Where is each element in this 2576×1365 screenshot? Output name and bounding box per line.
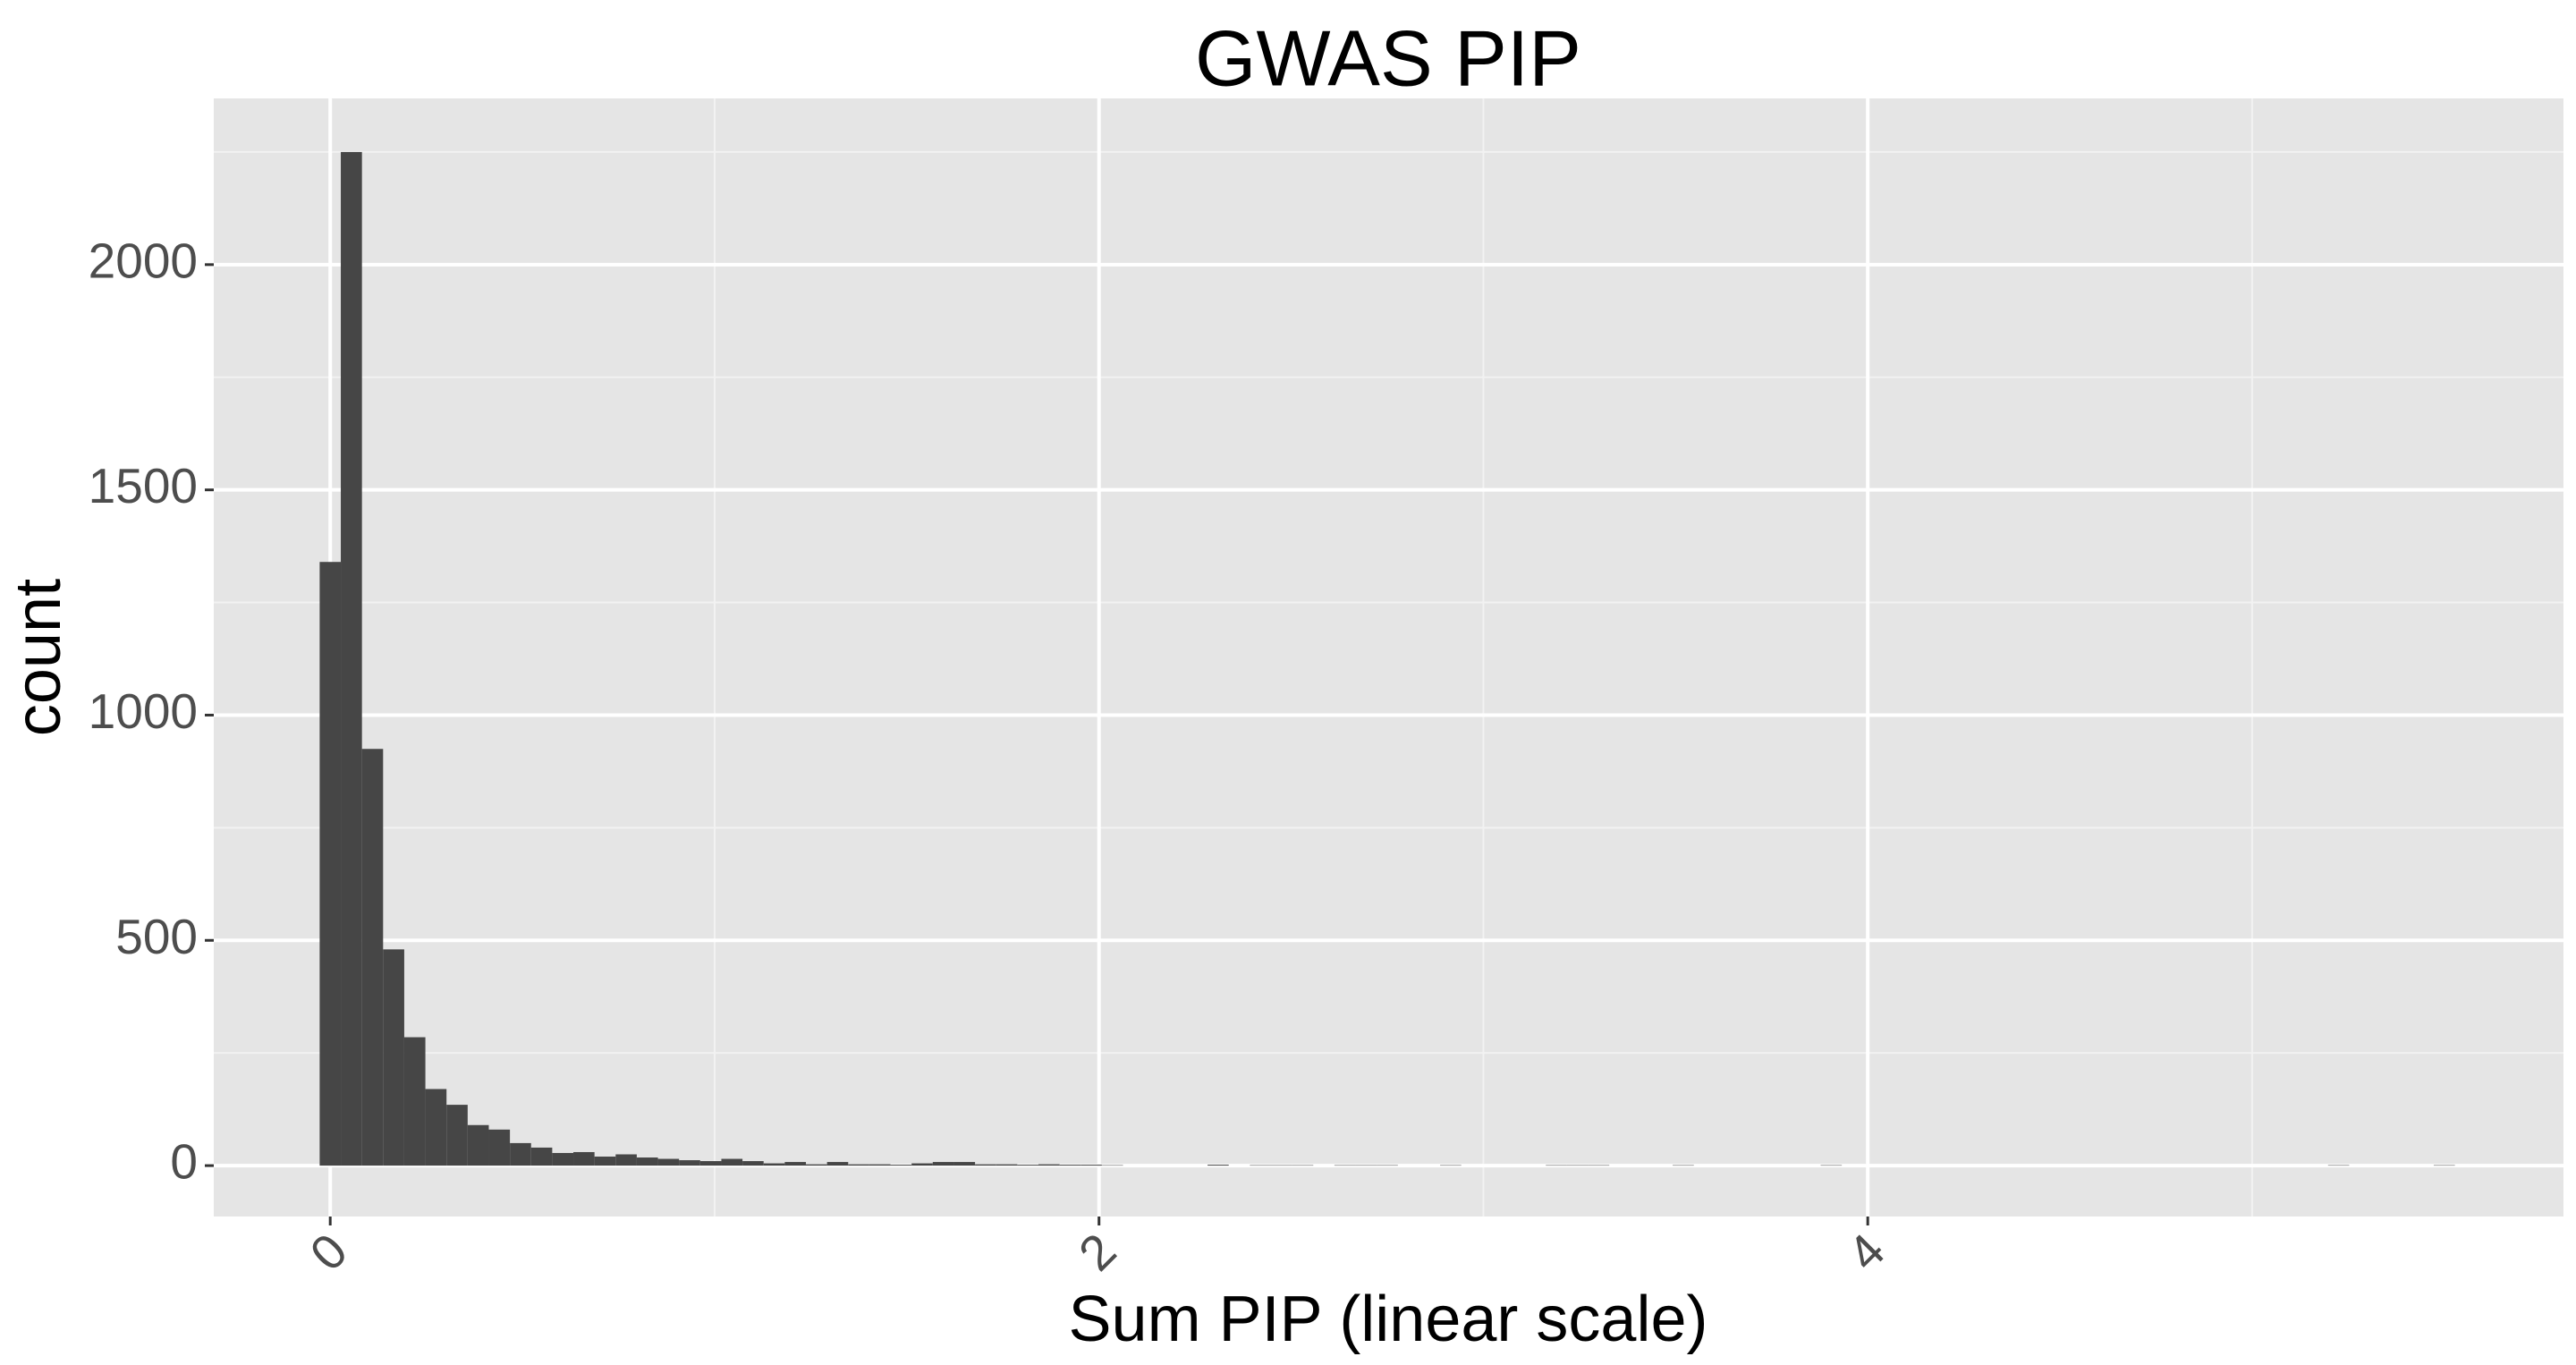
bar (699, 1161, 722, 1166)
bar (953, 1162, 976, 1166)
bar (530, 1147, 553, 1166)
bar (361, 749, 384, 1166)
bar (636, 1157, 658, 1166)
bar (403, 1037, 426, 1166)
bar (657, 1158, 680, 1166)
bar (446, 1105, 468, 1166)
bar (869, 1164, 891, 1166)
bar (911, 1163, 933, 1166)
bar (488, 1129, 511, 1166)
y-tick-label: 0 (170, 1134, 198, 1190)
bar (594, 1157, 616, 1166)
x-axis-title: Sum PIP (linear scale) (1069, 1284, 1708, 1355)
plot-background (214, 98, 2563, 1217)
x-tick-label: 2 (1068, 1223, 1126, 1281)
bar (975, 1164, 996, 1166)
bar (784, 1162, 807, 1166)
y-tick-label: 1000 (89, 683, 198, 739)
bar (890, 1165, 912, 1166)
bar (319, 562, 342, 1166)
x-tick-label: 4 (1836, 1223, 1894, 1281)
y-tick-label: 1500 (89, 458, 198, 513)
bar (1080, 1165, 1102, 1166)
bar (467, 1124, 489, 1166)
bar (573, 1151, 595, 1166)
y-tick-label: 2000 (89, 233, 198, 288)
bar (679, 1160, 700, 1166)
bar (552, 1152, 574, 1166)
bar (1208, 1165, 1229, 1166)
bar (932, 1162, 954, 1166)
bar (1017, 1165, 1039, 1166)
bar (615, 1154, 637, 1166)
bar (1038, 1164, 1060, 1166)
x-tick-label: 0 (299, 1223, 357, 1281)
y-tick-label: 500 (115, 909, 198, 964)
bar (763, 1163, 785, 1166)
bar (510, 1142, 531, 1166)
bar (826, 1162, 849, 1166)
chart-title: GWAS PIP (1195, 13, 1581, 102)
bar (1059, 1165, 1081, 1166)
bar (721, 1158, 743, 1166)
bar (806, 1164, 827, 1166)
bar (848, 1164, 869, 1166)
y-axis-title: count (3, 579, 74, 736)
bar (742, 1161, 764, 1166)
bar (383, 949, 404, 1166)
bar (996, 1164, 1018, 1166)
bar (341, 151, 362, 1166)
bar (425, 1089, 447, 1166)
